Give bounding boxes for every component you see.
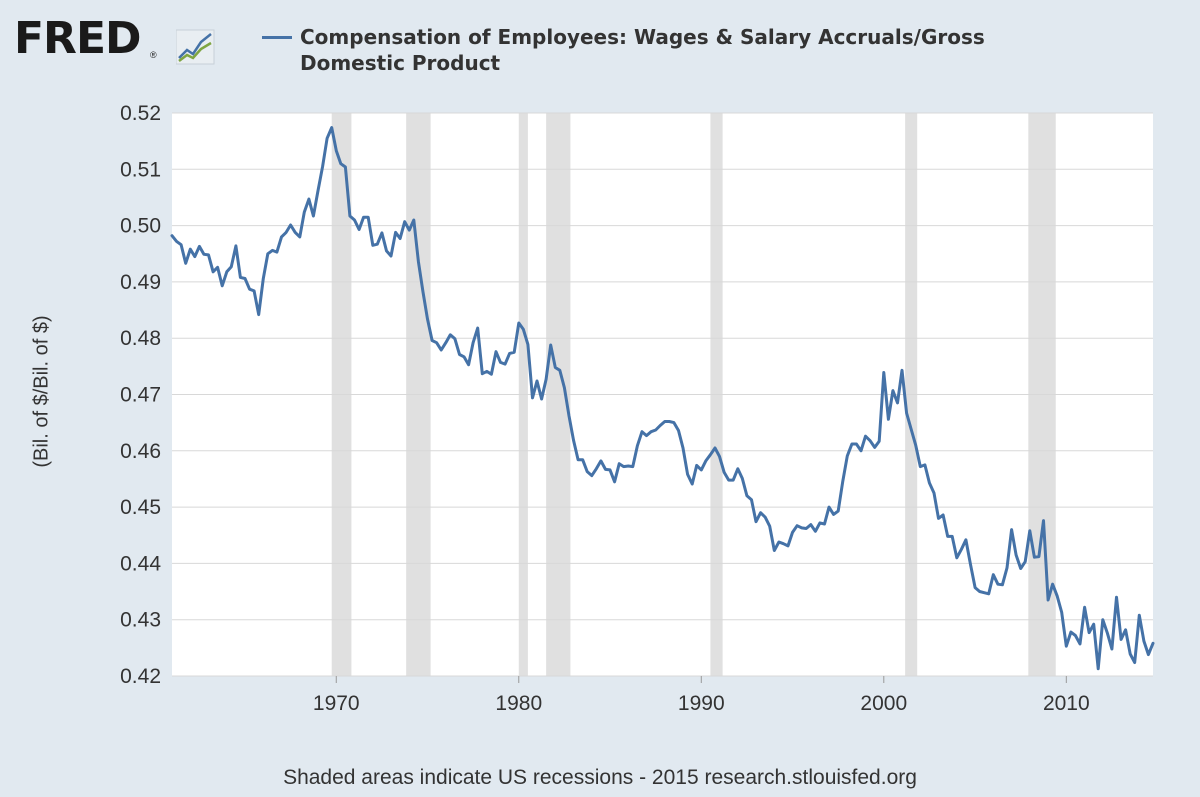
x-tick-label: 1980 (495, 692, 542, 715)
legend-swatch (262, 36, 292, 39)
registered-mark: ® (150, 50, 157, 60)
y-tick-label: 0.44 (120, 552, 161, 575)
y-tick-label: 0.49 (120, 271, 161, 294)
y-tick-label: 0.46 (120, 440, 161, 463)
x-tick-label: 1990 (678, 692, 725, 715)
gridlines (172, 112, 1153, 677)
recession-footnote: Shaded areas indicate US recessions - 20… (283, 766, 917, 789)
y-axis-label: (Bil. of $/Bil. of $) (30, 315, 53, 468)
y-tick-labels: 0.42 0.43 0.44 0.45 0.46 0.47 0.48 0.49 0.50 0.51… (120, 102, 161, 688)
x-tick-label: 1970 (313, 692, 360, 715)
y-tick-label: 0.42 (120, 665, 161, 688)
y-tick-label: 0.50 (120, 215, 161, 238)
fred-logo-text: FRED (14, 13, 142, 64)
y-tick-label: 0.51 (120, 158, 161, 181)
y-tick-label: 0.43 (120, 609, 161, 632)
x-tick-label: 2000 (860, 692, 907, 715)
fred-logo[interactable]: FRED ® (14, 13, 215, 65)
x-tick-label: 2010 (1043, 692, 1090, 715)
fred-chart-logo-icon (176, 29, 215, 65)
legend-series-label: Compensation of Employees: Wages & Salar… (300, 25, 985, 75)
x-tick-labels: 1970 1980 1990 2000 2010 (313, 676, 1090, 715)
series-line (170, 126, 1155, 671)
y-tick-label: 0.52 (120, 102, 161, 125)
y-tick-label: 0.48 (120, 327, 161, 350)
y-tick-label: 0.45 (120, 496, 161, 519)
y-tick-label: 0.47 (120, 384, 161, 407)
